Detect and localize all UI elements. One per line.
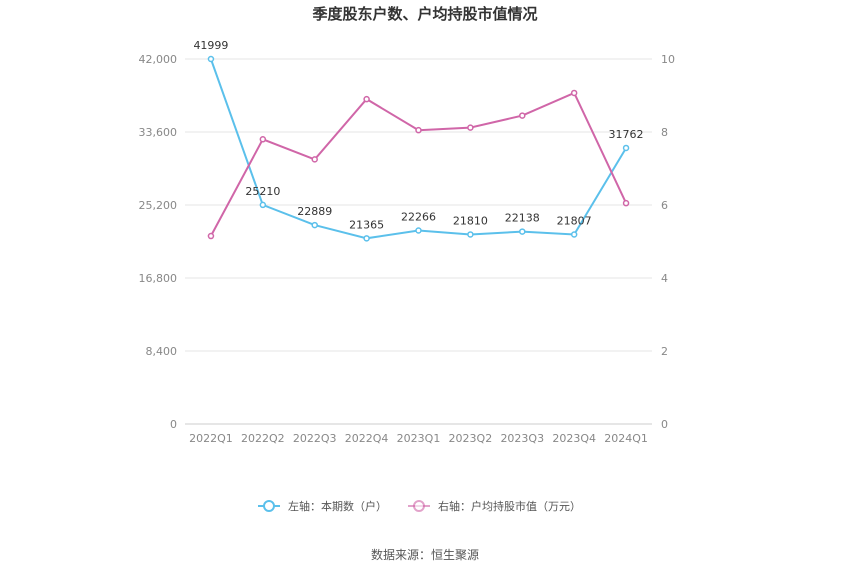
data-label: 22138 bbox=[505, 212, 540, 225]
data-label: 22889 bbox=[297, 205, 332, 218]
chart-title: 季度股东户数、户均持股市值情况 bbox=[312, 5, 537, 23]
left-tick-label: 42,000 bbox=[139, 53, 178, 66]
series-1-point bbox=[259, 201, 267, 209]
x-tick-label: 2023Q4 bbox=[552, 432, 596, 445]
data-label: 25210 bbox=[245, 185, 280, 198]
right-tick-label: 2 bbox=[661, 345, 668, 358]
series-2-point bbox=[622, 199, 630, 207]
left-tick-label: 25,200 bbox=[139, 199, 178, 212]
data-label: 21365 bbox=[349, 218, 384, 231]
right-tick-label: 6 bbox=[661, 199, 668, 212]
right-tick-label: 0 bbox=[661, 418, 668, 431]
right-axis: 0 2 4 6 8 10 bbox=[661, 53, 675, 431]
series-2-point bbox=[519, 112, 526, 119]
legend-label-2: 右轴：户均持股市值（万元） bbox=[438, 499, 581, 513]
legend-marker-1 bbox=[263, 500, 275, 512]
series-1-point bbox=[311, 221, 318, 229]
x-tick-label: 2022Q1 bbox=[189, 432, 233, 445]
series-1-point bbox=[570, 231, 578, 238]
data-label: 21807 bbox=[557, 214, 592, 227]
x-tick-label: 2023Q1 bbox=[397, 432, 441, 445]
legend[interactable]: 左轴：本期数（户） 右轴：户均持股市值（万元） bbox=[258, 499, 581, 513]
plot-area: 41999 25210 22889 21365 22266 21810 22138 21807… bbox=[193, 39, 644, 242]
data-label: 21810 bbox=[453, 214, 488, 227]
data-label: 41999 bbox=[193, 39, 228, 52]
x-tick-label: 2022Q2 bbox=[241, 432, 285, 445]
series-2-point bbox=[570, 89, 578, 97]
x-tick-label: 2022Q4 bbox=[345, 432, 389, 445]
series-1-point bbox=[363, 235, 370, 242]
left-tick-label: 16,800 bbox=[139, 272, 178, 285]
legend-marker-2 bbox=[413, 500, 425, 512]
series-1-point bbox=[519, 228, 526, 235]
left-tick-label: 8,400 bbox=[146, 345, 178, 358]
x-tick-label: 2023Q2 bbox=[449, 432, 493, 445]
data-label: 22266 bbox=[401, 210, 436, 223]
x-tick-label: 2024Q1 bbox=[604, 432, 648, 445]
left-axis: 0 8,400 16,800 25,200 33,600 42,000 bbox=[139, 53, 178, 431]
left-tick-label: 0 bbox=[170, 418, 177, 431]
series-1-point bbox=[467, 231, 474, 238]
right-tick-label: 8 bbox=[661, 126, 668, 139]
right-tick-label: 4 bbox=[661, 272, 668, 285]
series-2-point bbox=[363, 95, 370, 103]
data-label: 31762 bbox=[609, 128, 644, 141]
series-2-point bbox=[311, 156, 318, 163]
series-2-point bbox=[415, 126, 422, 134]
left-tick-label: 33,600 bbox=[139, 126, 178, 139]
x-axis: 2022Q1 2022Q2 2022Q3 2022Q4 2023Q1 2023Q2 2023… bbox=[189, 432, 648, 445]
x-tick-label: 2022Q3 bbox=[293, 432, 337, 445]
gridlines bbox=[185, 58, 652, 425]
series-1-point bbox=[207, 55, 215, 63]
legend-label-1: 左轴：本期数（户） bbox=[288, 499, 387, 513]
series-2-point bbox=[259, 136, 267, 143]
right-tick-label: 10 bbox=[661, 53, 675, 66]
series-2-point bbox=[467, 124, 474, 131]
source-note: 数据来源：恒生聚源 bbox=[371, 547, 479, 562]
series-2-point bbox=[207, 232, 215, 240]
x-tick-label: 2023Q3 bbox=[500, 432, 544, 445]
series-1-point bbox=[622, 144, 630, 152]
series-1-point bbox=[415, 227, 422, 234]
